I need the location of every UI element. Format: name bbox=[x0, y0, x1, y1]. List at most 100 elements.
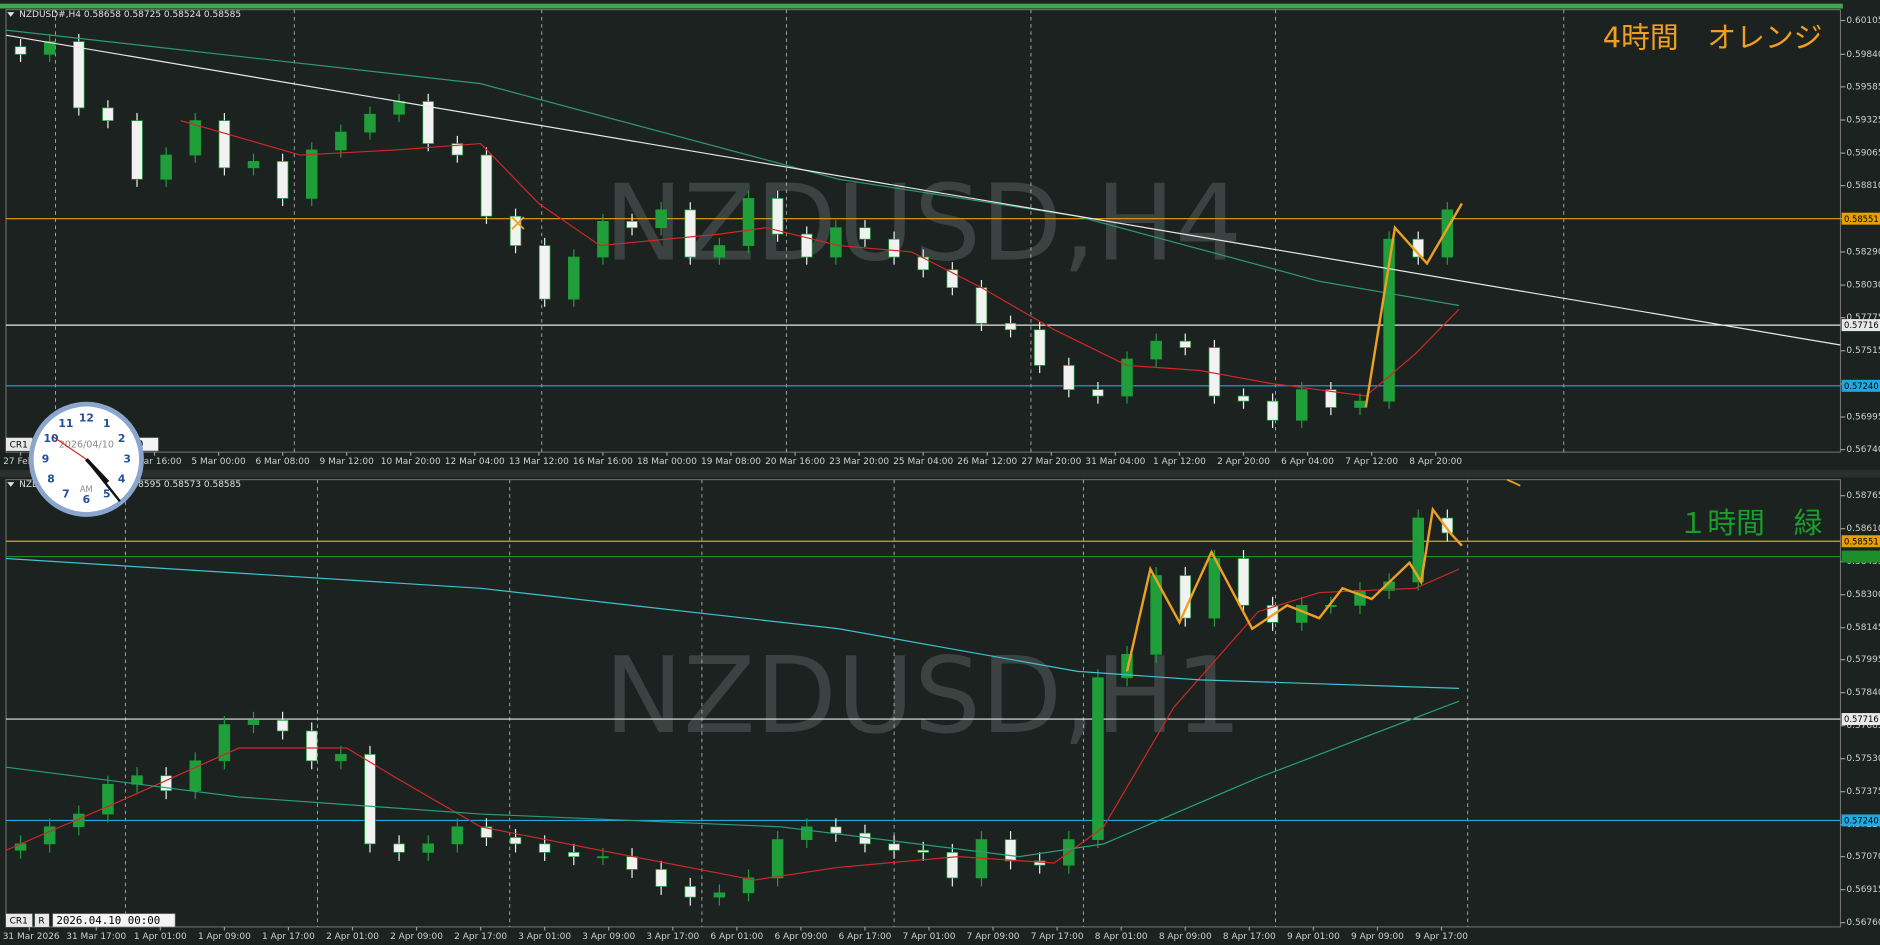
x-tick-label: 20 Mar 16:00 bbox=[765, 457, 825, 467]
candle-body bbox=[888, 238, 900, 258]
x-tick-label: 9 Apr 01:00 bbox=[1287, 932, 1340, 942]
candle-body bbox=[830, 826, 842, 834]
x-tick-label: 2 Apr 17:00 bbox=[454, 932, 507, 942]
x-tick-label: 13 Mar 12:00 bbox=[509, 457, 569, 467]
x-tick-label: 2 Apr 09:00 bbox=[390, 932, 443, 942]
x-tick-label: 6 Apr 01:00 bbox=[710, 932, 763, 942]
y-tick-label: 0.59325 bbox=[1846, 115, 1880, 125]
x-tick-label: 6 Apr 09:00 bbox=[774, 932, 827, 942]
candle-body bbox=[597, 856, 609, 859]
clock-numeral: 1 bbox=[103, 417, 111, 430]
second-hand bbox=[52, 436, 87, 460]
candle-body bbox=[393, 101, 405, 115]
indicator-line bbox=[5, 29, 1460, 307]
candle-body bbox=[1004, 322, 1017, 331]
x-tick-label: 1 Apr 01:00 bbox=[134, 932, 187, 942]
candle-body bbox=[276, 161, 289, 199]
price-tag-label: 0.57240 bbox=[1844, 381, 1879, 391]
x-tick-label: 1 Apr 12:00 bbox=[1153, 457, 1206, 467]
y-tick-label: 0.57995 bbox=[1846, 655, 1880, 665]
indicator-line bbox=[1125, 506, 1463, 672]
candle-body bbox=[480, 154, 493, 217]
x-tick-label: 9 Apr 17:00 bbox=[1415, 932, 1468, 942]
price-tag bbox=[1841, 550, 1880, 563]
x-tick-label: 31 Mar 17:00 bbox=[66, 932, 126, 942]
price-tag bbox=[1841, 379, 1880, 392]
candle-body bbox=[655, 869, 667, 887]
price-tag bbox=[1841, 212, 1880, 225]
x-tick-label: 8 Apr 20:00 bbox=[1409, 457, 1462, 467]
y-tick-label: 0.58030 bbox=[1846, 281, 1880, 291]
candle-body bbox=[771, 839, 784, 879]
candle-body bbox=[509, 837, 522, 845]
indicator-line bbox=[5, 700, 1460, 858]
candle-body bbox=[73, 813, 85, 828]
x-tick-label: 3 Apr 17:00 bbox=[646, 932, 699, 942]
x-tick-label: 3 Mar 16:00 bbox=[127, 457, 182, 467]
clock-numeral: 11 bbox=[58, 417, 73, 430]
hour-hand bbox=[85, 458, 110, 484]
x-tick-label: 18 Mar 00:00 bbox=[637, 457, 697, 467]
title-arrow bbox=[7, 12, 15, 17]
x-tick-label: 1 Apr 09:00 bbox=[198, 932, 251, 942]
footer-box bbox=[34, 913, 50, 927]
y-tick-label: 0.58300 bbox=[1846, 590, 1880, 600]
y-tick-label: 0.56740 bbox=[1846, 445, 1880, 455]
price-tag bbox=[1841, 713, 1880, 726]
candle-body bbox=[1325, 389, 1337, 408]
candle-body bbox=[888, 843, 900, 851]
footer-time: 2026.04.10 00:00 bbox=[56, 914, 160, 927]
footer-r: R bbox=[38, 916, 44, 926]
x-tick-label: 26 Mar 12:00 bbox=[957, 457, 1017, 467]
candle-body bbox=[1092, 389, 1104, 397]
candle-body bbox=[305, 730, 318, 762]
x-tick-label: 9 Apr 09:00 bbox=[1351, 932, 1404, 942]
y-tick-label: 0.57840 bbox=[1846, 688, 1880, 698]
y-tick-label: 0.58610 bbox=[1846, 524, 1880, 534]
candle-body bbox=[597, 220, 609, 258]
clock-numeral: 10 bbox=[44, 432, 59, 445]
clock-numeral: 5 bbox=[103, 488, 111, 501]
candle-body bbox=[131, 120, 143, 180]
candle-body bbox=[538, 843, 551, 853]
x-tick-label: 7 Apr 17:00 bbox=[1031, 932, 1084, 942]
candle-body bbox=[1092, 677, 1104, 840]
price-tag-label: 0.57716 bbox=[1844, 320, 1879, 330]
y-tick-label: 0.57515 bbox=[1846, 346, 1880, 356]
x-tick-label: 8 Apr 01:00 bbox=[1095, 932, 1148, 942]
candle-body bbox=[742, 198, 755, 246]
candle-body bbox=[538, 245, 551, 300]
candle-body bbox=[160, 154, 172, 180]
candle-body bbox=[975, 287, 988, 324]
candle-body bbox=[305, 149, 318, 199]
x-tick-label: 12 Mar 04:00 bbox=[445, 457, 505, 467]
footer-cr: CR1 bbox=[10, 440, 28, 450]
x-tick-label: 31 Mar 2026 bbox=[3, 932, 60, 942]
footer-box bbox=[52, 913, 176, 928]
price-tag-label: 0.58551 bbox=[1844, 536, 1879, 546]
y-tick-label: 0.60105 bbox=[1846, 16, 1880, 26]
candle-body bbox=[859, 227, 871, 240]
candle-body bbox=[1441, 517, 1454, 534]
price-tag bbox=[1841, 319, 1880, 332]
x-tick-label: 2 Apr 20:00 bbox=[1217, 457, 1270, 467]
candle-body bbox=[1237, 395, 1250, 402]
candle-body bbox=[1295, 389, 1308, 421]
indicator-line bbox=[180, 120, 1460, 397]
candle-body bbox=[393, 843, 405, 853]
x-tick-label: 8 Apr 09:00 bbox=[1159, 932, 1212, 942]
candle-body bbox=[1033, 860, 1046, 866]
y-tick-label: 0.58145 bbox=[1846, 623, 1880, 633]
candle-body bbox=[218, 120, 231, 169]
candle-body bbox=[1004, 839, 1017, 862]
x-tick-label: 9 Mar 12:00 bbox=[320, 457, 375, 467]
clock-numeral: 7 bbox=[62, 488, 70, 501]
candle-body bbox=[1354, 400, 1366, 408]
candle-body bbox=[568, 852, 580, 857]
x-tick-label: 31 Mar 04:00 bbox=[1085, 457, 1145, 467]
y-tick-label: 0.58290 bbox=[1846, 247, 1880, 257]
x-tick-label: 7 Apr 12:00 bbox=[1345, 457, 1398, 467]
clock-numeral: 6 bbox=[83, 493, 91, 506]
